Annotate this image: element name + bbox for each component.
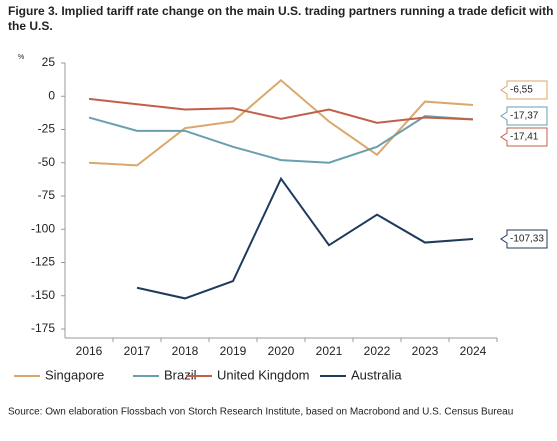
y-tick-label: 25 [42,55,56,69]
x-tick-label: 2020 [268,344,295,358]
series-line [88,115,474,164]
y-tick-label: -150 [31,288,55,302]
x-tick-label: 2016 [76,344,103,358]
chart-title: Figure 3. Implied tariff rate change on … [8,4,553,33]
x-tick-label: 2017 [124,344,151,358]
value-label: -17,37 [510,111,539,122]
legend-label: Australia [351,367,402,382]
series-line [88,97,474,124]
callout-box [500,80,548,100]
legend-label: United Kingdom [217,367,310,382]
y-tick-label: -100 [31,221,55,235]
y-tick-label: 0 [48,88,55,102]
y-tick-label: -125 [31,255,55,269]
x-tick-label: 2019 [220,344,247,358]
y-tick-label: -50 [38,155,56,169]
value-label: -107,33 [510,234,544,245]
y-tick-label: -175 [31,321,55,335]
x-tick-label: 2021 [316,344,343,358]
x-tick-label: 2018 [172,344,199,358]
value-label: -6,55 [510,85,533,96]
y-tick-label: -25 [38,122,56,136]
callout-box [500,229,548,249]
x-tick-label: 2022 [364,344,391,358]
y-unit: % [18,54,24,61]
series-line [136,176,474,300]
value-label: -17,41 [510,132,539,143]
legend-label: Singapore [45,367,104,382]
y-tick-label: -75 [38,188,56,202]
legend-label: Brazil [164,367,197,382]
source: Source: Own elaboration Flossbach von St… [8,407,513,418]
callout-box [500,106,548,126]
x-tick-label: 2023 [412,344,439,358]
callout-box [500,127,548,147]
x-tick-label: 2024 [460,344,487,358]
